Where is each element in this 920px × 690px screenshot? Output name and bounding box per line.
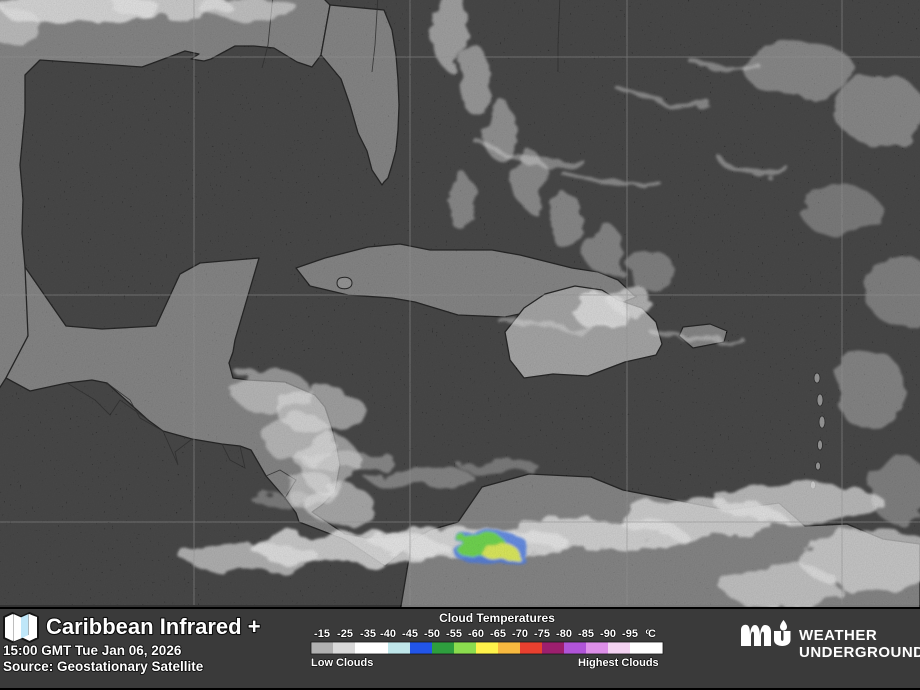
- svg-text:WEATHER: WEATHER: [799, 627, 877, 644]
- svg-text:Caribbean Infrared +: Caribbean Infrared +: [46, 614, 261, 639]
- svg-text:15:00 GMT Tue Jan 06, 2026: 15:00 GMT Tue Jan 06, 2026: [3, 643, 182, 658]
- svg-text:-45: -45: [402, 628, 418, 640]
- svg-text:-85: -85: [578, 628, 594, 640]
- svg-text:C: C: [648, 628, 656, 640]
- svg-text:-90: -90: [600, 628, 616, 640]
- svg-text:-25: -25: [337, 628, 353, 640]
- svg-text:-95: -95: [622, 628, 638, 640]
- svg-text:-15: -15: [314, 628, 330, 640]
- svg-text:-80: -80: [556, 628, 572, 640]
- svg-text:UNDERGROUND: UNDERGROUND: [799, 644, 920, 661]
- svg-text:-60: -60: [468, 628, 484, 640]
- svg-text:Cloud Temperatures: Cloud Temperatures: [439, 611, 555, 625]
- svg-text:-50: -50: [424, 628, 440, 640]
- svg-text:Highest Clouds: Highest Clouds: [578, 657, 659, 669]
- svg-text:-55: -55: [446, 628, 462, 640]
- svg-text:Low Clouds: Low Clouds: [311, 657, 373, 669]
- svg-text:-65: -65: [490, 628, 506, 640]
- svg-text:-70: -70: [512, 628, 528, 640]
- svg-text:-35: -35: [360, 628, 376, 640]
- svg-text:-40: -40: [380, 628, 396, 640]
- svg-text:-75: -75: [534, 628, 550, 640]
- svg-text:Source: Geostationary Satellit: Source: Geostationary Satellite: [3, 659, 204, 674]
